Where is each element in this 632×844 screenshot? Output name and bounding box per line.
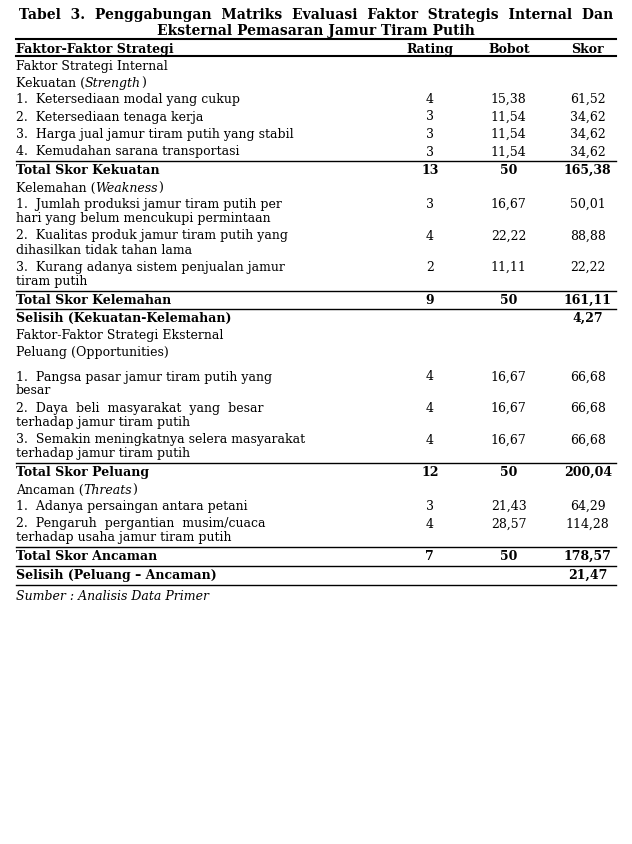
Text: Total Skor Ancaman: Total Skor Ancaman [16,549,157,562]
Text: Kelemahan (: Kelemahan ( [16,181,95,194]
Text: Threats: Threats [83,483,132,496]
Text: 1.  Pangsa pasar jamur tiram putih yang: 1. Pangsa pasar jamur tiram putih yang [16,370,272,383]
Text: 3: 3 [426,111,434,123]
Text: 4: 4 [426,370,434,383]
Text: 3.  Kurang adanya sistem penjualan jamur: 3. Kurang adanya sistem penjualan jamur [16,261,284,273]
Text: 22,22: 22,22 [491,230,526,242]
Text: Strength: Strength [85,77,141,89]
Text: 114,28: 114,28 [566,517,610,530]
Text: 1.  Ketersediaan modal yang cukup: 1. Ketersediaan modal yang cukup [16,93,240,106]
Text: Faktor-Faktor Strategi: Faktor-Faktor Strategi [16,43,173,56]
Text: besar: besar [16,384,51,397]
Text: 50: 50 [500,549,518,562]
Text: 4: 4 [426,402,434,414]
Text: 178,57: 178,57 [564,549,612,562]
Text: 4: 4 [426,517,434,530]
Text: 3: 3 [426,500,434,512]
Text: 28,57: 28,57 [491,517,526,530]
Text: 16,67: 16,67 [491,197,526,211]
Text: 161,11: 161,11 [564,293,612,306]
Text: 22,22: 22,22 [570,261,605,273]
Text: 61,52: 61,52 [570,93,605,106]
Text: ): ) [158,181,163,194]
Text: 16,67: 16,67 [491,370,526,383]
Text: 34,62: 34,62 [570,127,605,141]
Text: 1.  Adanya persaingan antara petani: 1. Adanya persaingan antara petani [16,500,247,512]
Text: terhadap jamur tiram putih: terhadap jamur tiram putih [16,415,190,429]
Text: Selisih (Kekuatan-Kelemahan): Selisih (Kekuatan-Kelemahan) [16,311,231,325]
Text: Total Skor Kelemahan: Total Skor Kelemahan [16,293,171,306]
Text: Total Skor Peluang: Total Skor Peluang [16,465,149,479]
Text: 88,88: 88,88 [570,230,605,242]
Text: Skor: Skor [571,43,604,56]
Text: Total Skor Kekuatan: Total Skor Kekuatan [16,164,159,176]
Text: 3.  Semakin meningkatnya selera masyarakat: 3. Semakin meningkatnya selera masyaraka… [16,433,305,446]
Text: dihasilkan tidak tahan lama: dihasilkan tidak tahan lama [16,243,192,257]
Text: 50,01: 50,01 [570,197,605,211]
Text: 50: 50 [500,293,518,306]
Text: Sumber : Analisis Data Primer: Sumber : Analisis Data Primer [16,589,209,603]
Text: 3: 3 [426,145,434,159]
Text: 50: 50 [500,465,518,479]
Text: 34,62: 34,62 [570,111,605,123]
Text: 21,47: 21,47 [568,568,607,581]
Text: 2.  Pengaruh  pergantian  musim/cuaca: 2. Pengaruh pergantian musim/cuaca [16,517,265,530]
Text: 11,11: 11,11 [491,261,526,273]
Text: 3: 3 [426,127,434,141]
Text: 11,54: 11,54 [491,111,526,123]
Text: 16,67: 16,67 [491,433,526,446]
Text: Tabel  3.  Penggabungan  Matriks  Evaluasi  Faktor  Strategis  Internal  Dan: Tabel 3. Penggabungan Matriks Evaluasi F… [19,8,613,22]
Text: 50: 50 [500,164,518,176]
Text: Faktor Strategi Internal: Faktor Strategi Internal [16,60,167,73]
Text: 7: 7 [425,549,434,562]
Text: 16,67: 16,67 [491,402,526,414]
Text: Bobot: Bobot [488,43,530,56]
Text: tiram putih: tiram putih [16,274,87,288]
Text: 4: 4 [426,433,434,446]
Text: ): ) [132,483,137,496]
Text: 2: 2 [426,261,434,273]
Text: 4,27: 4,27 [573,311,603,325]
Text: 12: 12 [421,465,439,479]
Text: Rating: Rating [406,43,453,56]
Text: 1.  Jumlah produksi jamur tiram putih per: 1. Jumlah produksi jamur tiram putih per [16,197,282,211]
Text: 66,68: 66,68 [570,402,605,414]
Text: 165,38: 165,38 [564,164,612,176]
Text: Faktor-Faktor Strategi Eksternal: Faktor-Faktor Strategi Eksternal [16,329,223,342]
Text: 2.  Daya  beli  masyarakat  yang  besar: 2. Daya beli masyarakat yang besar [16,402,264,414]
Text: 11,54: 11,54 [491,127,526,141]
Text: 4: 4 [426,93,434,106]
Text: Eksternal Pemasaran Jamur Tiram Putih: Eksternal Pemasaran Jamur Tiram Putih [157,24,475,38]
Text: Selisih (Peluang – Ancaman): Selisih (Peluang – Ancaman) [16,568,217,581]
Text: 21,43: 21,43 [491,500,526,512]
Text: 15,38: 15,38 [491,93,526,106]
Text: Weakness: Weakness [95,181,158,194]
Text: 9: 9 [425,293,434,306]
Text: 13: 13 [421,164,439,176]
Text: 4: 4 [426,230,434,242]
Text: Peluang (Opportunities): Peluang (Opportunities) [16,345,169,359]
Text: 34,62: 34,62 [570,145,605,159]
Text: 3: 3 [426,197,434,211]
Text: 64,29: 64,29 [570,500,605,512]
Text: 2.  Ketersediaan tenaga kerja: 2. Ketersediaan tenaga kerja [16,111,203,123]
Text: terhadap usaha jamur tiram putih: terhadap usaha jamur tiram putih [16,531,231,544]
Text: 11,54: 11,54 [491,145,526,159]
Text: 66,68: 66,68 [570,370,605,383]
Text: 2.  Kualitas produk jamur tiram putih yang: 2. Kualitas produk jamur tiram putih yan… [16,230,288,242]
Text: terhadap jamur tiram putih: terhadap jamur tiram putih [16,447,190,460]
Text: Ancaman (: Ancaman ( [16,483,83,496]
Text: 4.  Kemudahan sarana transportasi: 4. Kemudahan sarana transportasi [16,145,240,159]
Text: 3.  Harga jual jamur tiram putih yang stabil: 3. Harga jual jamur tiram putih yang sta… [16,127,293,141]
Text: 66,68: 66,68 [570,433,605,446]
Text: Kekuatan (: Kekuatan ( [16,77,85,89]
Text: ): ) [141,77,146,89]
Text: 200,04: 200,04 [564,465,612,479]
Text: hari yang belum mencukupi permintaan: hari yang belum mencukupi permintaan [16,212,270,225]
